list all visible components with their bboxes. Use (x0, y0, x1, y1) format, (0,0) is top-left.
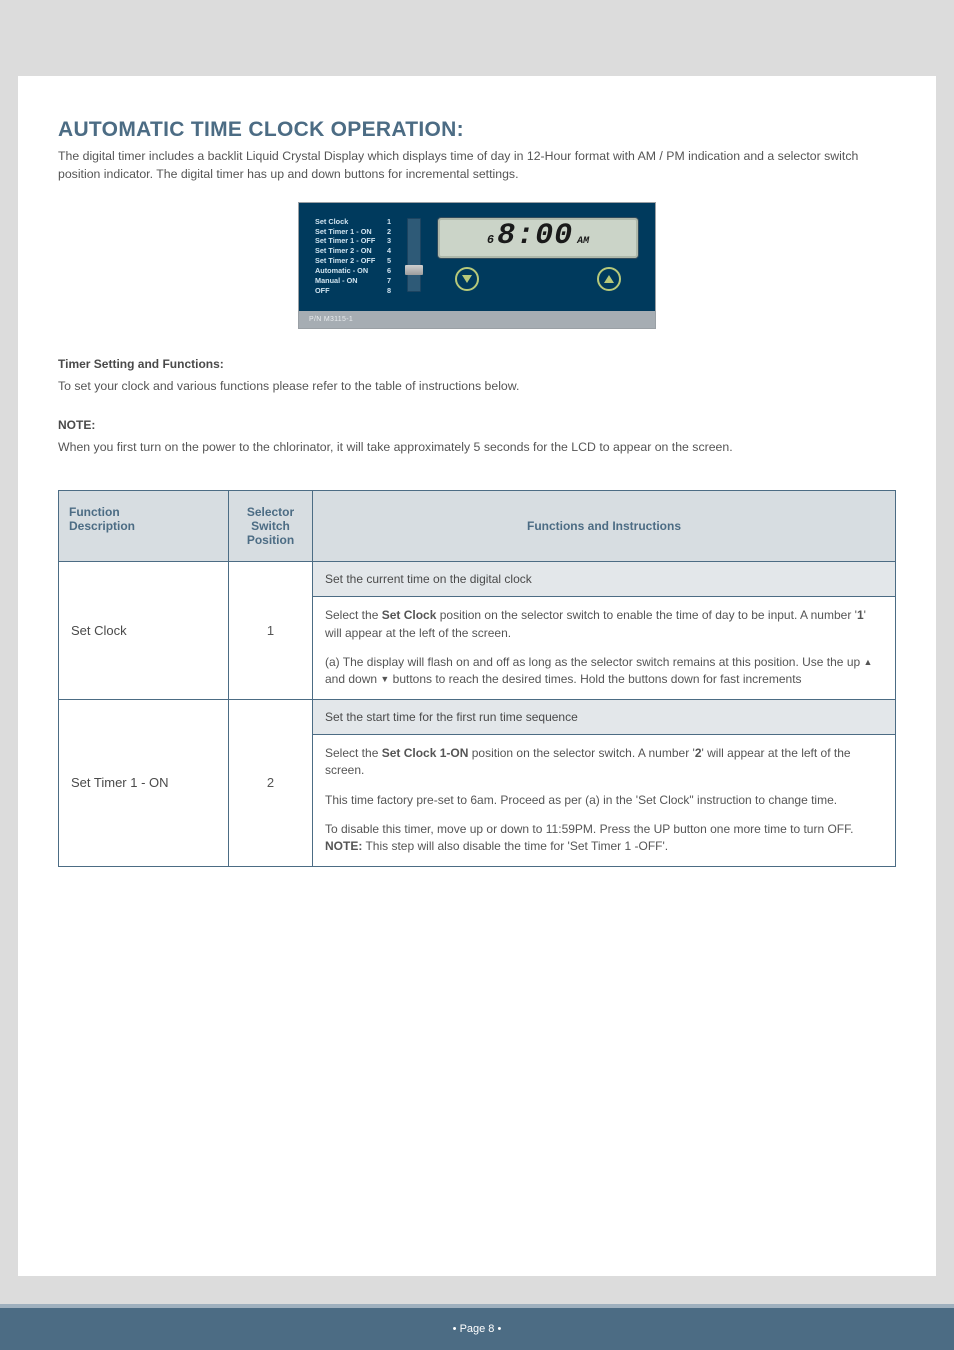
function-detail-cell: Select the Set Clock 1-ON position on th… (313, 734, 896, 866)
col-header-selector: Selector Switch Position (229, 491, 313, 562)
note-body: When you first turn on the power to the … (58, 438, 896, 456)
function-name-cell: Set Timer 1 - ON (59, 699, 229, 866)
lcd-ampm: AM (577, 236, 589, 247)
text: position on the selector switch. A numbe… (468, 746, 694, 760)
function-name-cell: Set Clock (59, 562, 229, 700)
mode-num: 8 (387, 286, 391, 296)
page-content: AUTOMATIC TIME CLOCK OPERATION: The digi… (18, 76, 936, 1276)
triangle-down-icon (462, 275, 472, 283)
mode-label: Set Clock (315, 217, 383, 227)
col-header-text: Selector (247, 505, 294, 519)
text: buttons to reach the desired times. Hold… (389, 672, 801, 686)
down-button[interactable] (455, 267, 479, 291)
col-header-instructions: Functions and Instructions (313, 491, 896, 562)
triangle-down-icon: ▼ (380, 674, 389, 684)
bold-text: NOTE: (325, 839, 362, 853)
bold-text: Set Clock 1-ON (382, 746, 469, 760)
table-row: Set Timer 1 - ON 2 Set the start time fo… (59, 699, 896, 734)
timer-part-number: P/N M3115-1 (299, 311, 655, 328)
instruction-paragraph: Select the Set Clock position on the sel… (325, 607, 883, 642)
note-heading: NOTE: (58, 418, 896, 432)
text: Select the (325, 608, 382, 622)
mode-num: 4 (387, 246, 391, 256)
mode-num: 3 (387, 236, 391, 246)
lcd-area: 6 8:00 AM (437, 217, 639, 291)
selector-position-cell: 2 (229, 699, 313, 866)
lcd-display: 6 8:00 AM (437, 217, 639, 259)
triangle-up-icon: ▲ (864, 657, 873, 667)
text: and down (325, 672, 380, 686)
timer-settings-heading: Timer Setting and Functions: (58, 357, 896, 371)
instruction-paragraph: To disable this timer, move up or down t… (325, 821, 883, 856)
function-detail-cell: Select the Set Clock position on the sel… (313, 597, 896, 700)
mode-list: Set Clock 1 Set Timer 1 - ON 2 Set Timer 1… (315, 217, 391, 296)
mode-label: OFF (315, 286, 383, 296)
mode-label: Set Timer 2 - OFF (315, 256, 383, 266)
timer-buttons-row (437, 267, 639, 291)
instruction-paragraph: Select the Set Clock 1-ON position on th… (325, 745, 883, 780)
text: To disable this timer, move up or down t… (325, 822, 853, 836)
intro-paragraph: The digital timer includes a backlit Liq… (58, 148, 896, 184)
col-header-text: Switch (251, 519, 290, 533)
mode-num: 7 (387, 276, 391, 286)
table-row: Set Clock 1 Set the current time on the … (59, 562, 896, 597)
timer-panel-top: Set Clock 1 Set Timer 1 - ON 2 Set Timer 1… (299, 203, 655, 312)
mode-label: Set Timer 1 - OFF (315, 236, 383, 246)
text: (a) The display will flash on and off as… (325, 655, 864, 669)
up-button[interactable] (597, 267, 621, 291)
bold-text: 2 (695, 746, 702, 760)
mode-num: 2 (387, 227, 391, 237)
function-summary-cell: Set the current time on the digital cloc… (313, 562, 896, 597)
text: position on the selector switch to enabl… (436, 608, 857, 622)
bold-text: 1 (857, 608, 864, 622)
lcd-time: 8:00 (497, 221, 573, 251)
page-footer: • Page 8 • (0, 1304, 954, 1350)
mode-num: 5 (387, 256, 391, 266)
selector-knob[interactable] (405, 265, 423, 275)
mode-label: Automatic - ON (315, 266, 383, 276)
triangle-up-icon (604, 275, 614, 283)
mode-num: 1 (387, 217, 391, 227)
function-summary-cell: Set the start time for the first run tim… (313, 699, 896, 734)
text: Select the (325, 746, 382, 760)
table-header-row: Function Description Selector Switch Pos… (59, 491, 896, 562)
text: This step will also disable the time for… (362, 839, 668, 853)
mode-num: 6 (387, 266, 391, 276)
page-title: AUTOMATIC TIME CLOCK OPERATION: (58, 118, 896, 142)
col-header-text: Description (69, 519, 135, 533)
timer-panel: Set Clock 1 Set Timer 1 - ON 2 Set Timer 1… (298, 202, 656, 330)
instruction-paragraph: This time factory pre-set to 6am. Procee… (325, 792, 883, 809)
mode-label: Manual - ON (315, 276, 383, 286)
mode-label: Set Timer 1 - ON (315, 227, 383, 237)
col-header-text: Function (69, 505, 120, 519)
instruction-paragraph: (a) The display will flash on and off as… (325, 654, 883, 689)
selector-position-cell: 1 (229, 562, 313, 700)
page-number: • Page 8 • (453, 1323, 502, 1335)
col-header-text: Position (247, 533, 294, 547)
functions-table: Function Description Selector Switch Pos… (58, 490, 896, 867)
col-header-function: Function Description (59, 491, 229, 562)
top-band (0, 0, 954, 76)
selector-slider[interactable] (407, 218, 421, 292)
lcd-position-digit: 6 (487, 233, 494, 247)
mode-label: Set Timer 2 - ON (315, 246, 383, 256)
timer-settings-body: To set your clock and various functions … (58, 377, 896, 395)
bold-text: Set Clock (382, 608, 437, 622)
